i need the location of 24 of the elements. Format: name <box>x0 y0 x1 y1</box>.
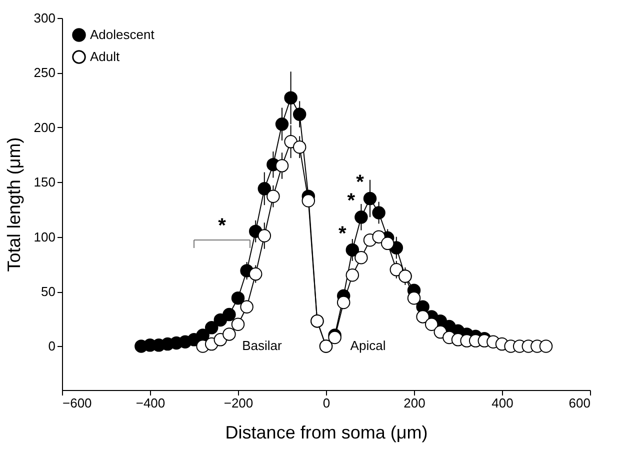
x-tick-label: −400 <box>136 396 166 410</box>
legend-label: Adult <box>90 49 120 64</box>
x-tick-label: −600 <box>62 396 92 410</box>
annotation: * <box>218 215 226 237</box>
x-tick-label: 200 <box>404 396 426 410</box>
y-axis-title: Total length (μm) <box>4 137 24 272</box>
y-tick-label: 300 <box>34 10 56 26</box>
y-tick-label: 100 <box>34 229 56 244</box>
annotation: * <box>356 172 364 194</box>
y-tick-label: 0 <box>48 338 56 354</box>
y-tick-label: 150 <box>34 174 56 190</box>
x-tick-label: 0 <box>322 396 330 410</box>
y-tick-label: 50 <box>41 284 56 300</box>
legend-label: Adolescent <box>90 27 155 42</box>
y-tick-label: 200 <box>34 120 56 135</box>
x-tick-label: 600 <box>568 396 590 410</box>
x-tick-label: 400 <box>492 396 514 410</box>
annotation: * <box>347 190 356 212</box>
x-tick-label: −200 <box>224 396 254 410</box>
x-axis-title: Distance from soma (μm) <box>225 422 428 442</box>
y-tick-label: 250 <box>34 65 56 80</box>
annotation: Basilar <box>242 338 283 353</box>
annotation: Apical <box>350 338 386 353</box>
annotation: * <box>338 222 346 245</box>
